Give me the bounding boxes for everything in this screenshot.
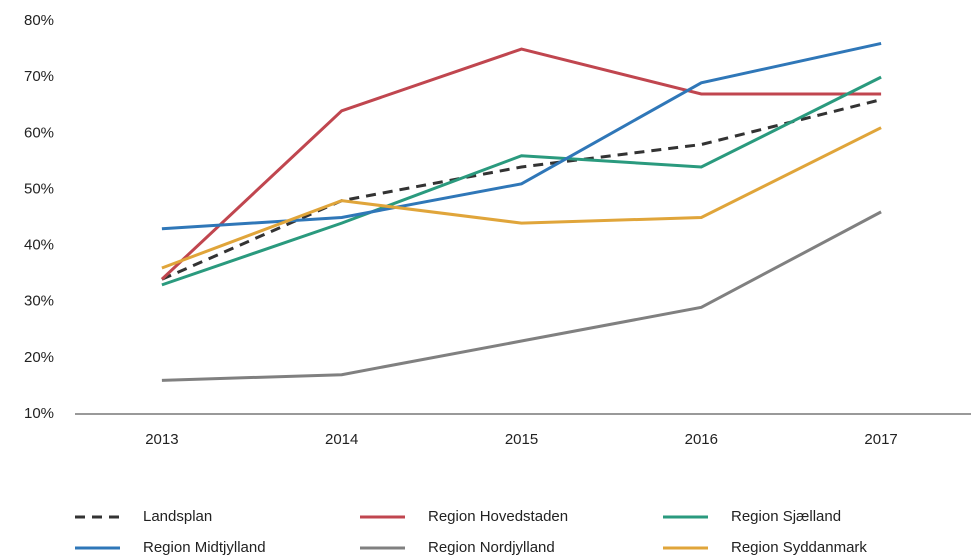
y-tick-label: 60% xyxy=(24,124,54,141)
y-tick-label: 50% xyxy=(24,180,54,197)
y-tick-label: 80% xyxy=(24,12,54,29)
x-tick-label: 2016 xyxy=(685,431,718,448)
line-series xyxy=(161,75,882,287)
y-tick-label: 70% xyxy=(24,68,54,85)
legend-label: Region Syddanmark xyxy=(731,539,867,556)
line-series xyxy=(161,98,882,281)
y-tick-label: 40% xyxy=(24,237,54,254)
line-series xyxy=(161,41,882,231)
line-series xyxy=(160,47,882,281)
line-series xyxy=(161,126,882,270)
x-tick-label: 2013 xyxy=(145,431,178,448)
y-tick-label: 20% xyxy=(24,349,54,366)
y-tick-label: 30% xyxy=(24,293,54,310)
x-tick-label: 2015 xyxy=(505,431,538,448)
line-series xyxy=(161,210,882,382)
legend-label: Region Hovedstaden xyxy=(428,508,568,525)
legend-label: Region Nordjylland xyxy=(428,539,555,556)
legend-label: Region Midtjylland xyxy=(143,539,266,556)
x-tick-label: 2017 xyxy=(864,431,897,448)
x-tick-label: 2014 xyxy=(325,431,358,448)
legend-label: Landsplan xyxy=(143,508,212,525)
y-tick-label: 10% xyxy=(24,405,54,422)
legend-label: Region Sjælland xyxy=(731,508,841,525)
